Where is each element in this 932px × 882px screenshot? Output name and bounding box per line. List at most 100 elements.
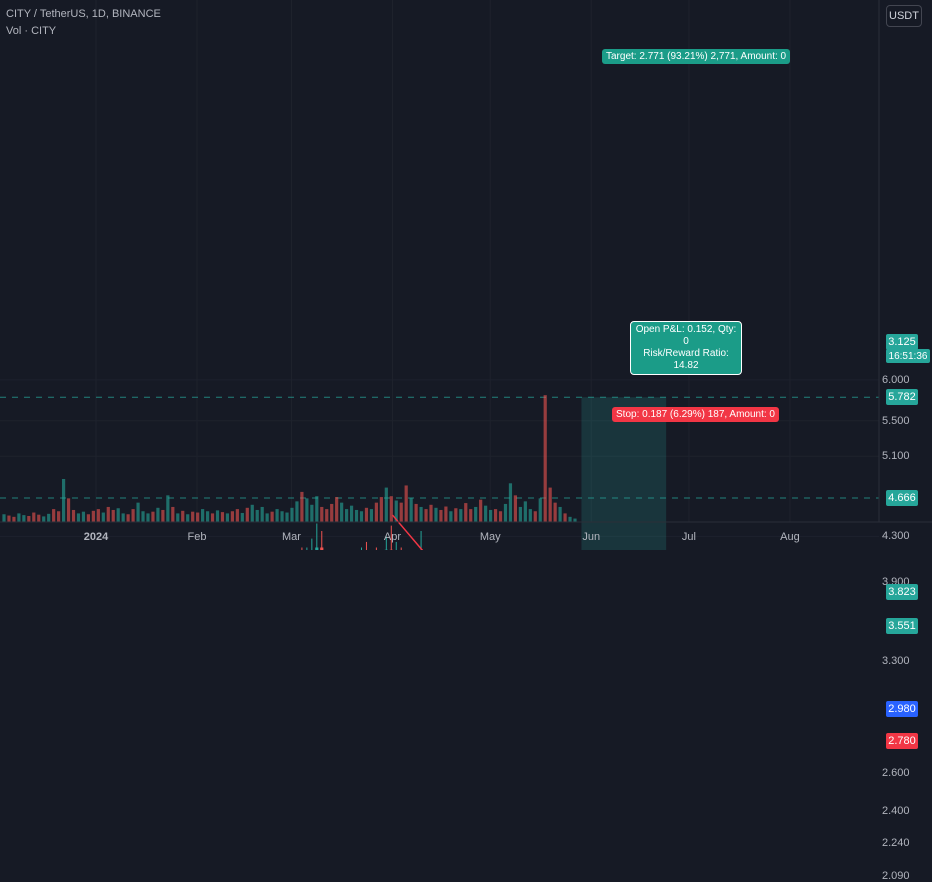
volume-bar xyxy=(12,517,15,522)
volume-bar xyxy=(499,511,502,522)
volume-bar xyxy=(469,509,472,522)
volume-bar xyxy=(92,511,95,522)
time-tick-label: Aug xyxy=(780,531,800,543)
volume-bar xyxy=(484,506,487,522)
volume-bar xyxy=(424,509,427,522)
volume-bar xyxy=(42,516,45,522)
volume-bar xyxy=(539,498,542,522)
volume-bar xyxy=(216,510,219,522)
volume-bar xyxy=(136,503,139,522)
price-tick-label: 5.100 xyxy=(882,450,910,462)
volume-bar xyxy=(87,514,90,522)
volume-bar xyxy=(62,479,65,522)
volume-bar xyxy=(131,509,134,522)
volume-bar xyxy=(72,510,75,522)
volume-bar xyxy=(181,511,184,522)
volume-bar xyxy=(37,515,40,522)
volume-bar xyxy=(241,513,244,522)
volume-bar xyxy=(176,513,179,522)
volume-bar xyxy=(439,510,442,522)
volume-bar xyxy=(489,510,492,522)
chart-title: CITY / TetherUS, 1D, BINANCE xyxy=(6,8,161,20)
volume-bar xyxy=(350,506,353,522)
volume-bar xyxy=(280,511,283,522)
volume-bar xyxy=(107,507,110,522)
time-tick-label: May xyxy=(480,531,501,543)
price-chart[interactable] xyxy=(0,0,932,550)
volume-bar xyxy=(221,512,224,522)
volume-bar xyxy=(141,511,144,522)
volume-bar xyxy=(275,509,278,522)
volume-bar xyxy=(112,510,115,522)
volume-bar xyxy=(122,513,125,522)
volume-bar xyxy=(127,514,130,522)
volume-bar xyxy=(380,497,383,522)
volume-bar xyxy=(563,513,566,522)
volume-bar xyxy=(161,510,164,522)
volume-bar xyxy=(479,500,482,522)
volume-bar xyxy=(97,509,100,522)
volume-bar xyxy=(474,507,477,522)
price-tick-label: 2.240 xyxy=(882,837,910,849)
volume-bar xyxy=(226,513,229,522)
volume-bar xyxy=(504,504,507,522)
volume-bar xyxy=(191,512,194,522)
volume-bar xyxy=(320,507,323,522)
volume-bar xyxy=(57,511,60,522)
volume-bar xyxy=(494,509,497,522)
time-tick-label: Feb xyxy=(188,531,207,543)
volume-bar xyxy=(151,512,154,522)
chart-background xyxy=(0,0,932,550)
volume-bar xyxy=(32,513,35,522)
price-tick-label: 4.300 xyxy=(882,530,910,542)
volume-bar xyxy=(261,507,264,522)
volume-bar xyxy=(529,509,532,522)
volume-bar xyxy=(534,511,537,522)
volume-bar xyxy=(559,507,562,522)
volume-bar xyxy=(549,488,552,522)
volume-bar xyxy=(300,492,303,522)
price-tick-label: 3.300 xyxy=(882,655,910,667)
volume-bar xyxy=(568,517,571,522)
volume-bar xyxy=(524,501,527,522)
volume-bar xyxy=(22,515,25,522)
volume-bar xyxy=(236,509,239,522)
volume-bar xyxy=(201,509,204,522)
volume-bar xyxy=(325,509,328,522)
volume-bar xyxy=(449,511,452,522)
volume-bar xyxy=(385,488,388,522)
volume-bar xyxy=(17,513,20,522)
volume-bar xyxy=(454,508,457,522)
target-label: Target: 2.771 (93.21%) 2,771, Amount: 0 xyxy=(602,49,790,64)
volume-bar xyxy=(434,508,437,522)
volume-bar xyxy=(360,511,363,522)
volume-bar xyxy=(405,485,408,522)
price-line-badge: 3.823 xyxy=(886,584,918,600)
open-pnl-text: Open P&L: 0.152, Qty: 0 xyxy=(634,324,738,348)
volume-bar xyxy=(285,513,288,522)
currency-button[interactable]: USDT xyxy=(886,5,922,27)
volume-bar xyxy=(117,508,120,522)
volume-bar xyxy=(410,498,413,522)
volume-bar xyxy=(370,509,373,522)
countdown-badge: 16:51:36 xyxy=(886,349,930,363)
volume-bar xyxy=(196,513,199,522)
volume-bar xyxy=(419,507,422,522)
volume-bar xyxy=(345,509,348,522)
volume-bar xyxy=(82,512,85,522)
volume-bar xyxy=(335,497,338,522)
volume-bar xyxy=(415,504,418,522)
volume-bar xyxy=(27,516,30,522)
volume-bar xyxy=(310,505,313,522)
volume-bar xyxy=(340,503,343,522)
volume-bar xyxy=(290,508,293,522)
volume-indicator-label[interactable]: Vol · CITY xyxy=(6,25,56,37)
volume-bar xyxy=(211,513,214,522)
volume-bar xyxy=(166,495,169,522)
stop-label: Stop: 0.187 (6.29%) 187, Amount: 0 xyxy=(612,407,779,422)
volume-bar xyxy=(266,513,269,522)
price-tick-label: 2.400 xyxy=(882,805,910,817)
price-line-badge: 2.780 xyxy=(886,733,918,749)
pnl-label: Open P&L: 0.152, Qty: 0 Risk/Reward Rati… xyxy=(630,321,742,375)
volume-bar xyxy=(186,514,189,522)
